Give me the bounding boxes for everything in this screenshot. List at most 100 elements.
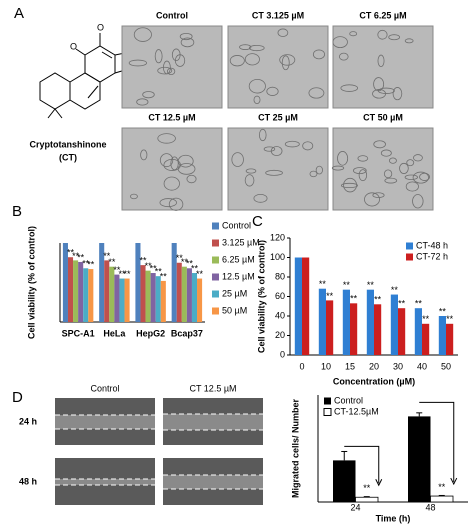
bar <box>186 268 192 322</box>
arrow <box>344 445 380 484</box>
arrow-head <box>375 479 383 487</box>
x-tick-label: 30 <box>393 361 403 371</box>
bar <box>150 273 156 322</box>
significance: ** <box>118 269 126 279</box>
legend-label: Control <box>334 395 363 405</box>
significance: ** <box>103 251 111 261</box>
bar <box>422 323 430 355</box>
cell <box>163 158 181 171</box>
cell <box>244 174 255 187</box>
bar <box>145 270 151 322</box>
legend-label: 6.25 µM <box>222 254 255 264</box>
y-axis-label: Cell viability (% of control) <box>256 240 266 353</box>
cell <box>248 78 266 94</box>
x-tick-label: 24 <box>350 502 360 512</box>
x-tick-label: 50 <box>441 361 451 371</box>
significance: ** <box>72 251 80 261</box>
bar <box>326 300 334 355</box>
bar <box>171 243 177 322</box>
scratch-gap <box>55 479 155 485</box>
cell <box>231 152 244 167</box>
cell <box>404 38 414 44</box>
significance: ** <box>186 259 194 269</box>
bar <box>99 243 105 322</box>
cell <box>383 169 393 179</box>
panel-label: C <box>252 213 263 230</box>
cell <box>279 54 296 66</box>
x-tick-label: 20 <box>369 361 379 371</box>
significance: ** <box>438 482 446 492</box>
panel-label: D <box>12 389 23 406</box>
cell <box>130 193 138 200</box>
cell <box>157 133 176 144</box>
cell <box>388 157 397 164</box>
cell <box>244 53 260 66</box>
cell <box>265 169 283 176</box>
cell <box>384 177 398 184</box>
bar <box>135 243 141 322</box>
bar <box>160 280 166 322</box>
x-tick-label: 48 <box>425 502 435 512</box>
x-tick-label: HepG2 <box>136 328 165 338</box>
arrow-head <box>450 477 458 486</box>
cell <box>253 193 268 203</box>
cell <box>312 49 325 60</box>
micrograph <box>121 127 223 211</box>
legend-swatch <box>406 242 413 250</box>
bar <box>181 266 187 322</box>
significance: ** <box>446 314 454 324</box>
cell <box>340 84 359 92</box>
cell <box>331 165 345 171</box>
significance: ** <box>422 314 430 324</box>
bar <box>176 262 182 322</box>
legend-label: CT-72 h <box>416 251 448 261</box>
cell <box>377 54 385 68</box>
cell <box>186 174 197 184</box>
cell <box>133 27 152 42</box>
cell <box>380 149 392 157</box>
cell <box>377 29 388 40</box>
cell <box>413 154 423 162</box>
x-tick-label: HeLa <box>103 328 126 338</box>
cell <box>412 171 429 184</box>
legend-label: 25 µM <box>222 288 247 298</box>
cell <box>154 49 163 64</box>
cell <box>168 197 184 211</box>
row-label: 24 h <box>19 416 37 426</box>
cell <box>229 55 245 67</box>
cell <box>388 34 400 41</box>
x-tick-label: 40 <box>417 361 427 371</box>
bar <box>78 261 84 322</box>
image-label: CT 25 µM <box>258 112 298 122</box>
column-label: Control <box>90 383 119 393</box>
legend-swatch <box>406 253 413 261</box>
significance: ** <box>367 280 375 290</box>
micrograph <box>227 25 329 109</box>
significance: ** <box>150 263 158 273</box>
cell <box>136 98 149 106</box>
legend-swatch <box>212 273 219 281</box>
bar <box>438 316 446 355</box>
legend-swatch <box>212 222 219 230</box>
cell <box>258 128 267 142</box>
cell <box>281 55 290 71</box>
micrograph <box>332 25 434 109</box>
legend-label: 3.125 µM <box>222 237 260 247</box>
cell <box>353 167 367 175</box>
cell <box>399 162 409 174</box>
cell <box>179 32 193 41</box>
bar <box>73 260 79 322</box>
significance: ** <box>374 295 382 305</box>
y-tick-label: 80 <box>275 271 285 281</box>
legend-swatch <box>324 397 331 405</box>
significance: ** <box>140 255 148 265</box>
significance: ** <box>398 299 406 309</box>
bar <box>414 308 422 355</box>
x-tick-label: SPC-A1 <box>62 328 95 338</box>
cell <box>266 86 279 96</box>
significance: ** <box>82 259 90 269</box>
scratch-gap <box>163 475 263 489</box>
legend-label: CT-12.5µM <box>334 406 379 416</box>
cell <box>373 77 385 92</box>
micrograph <box>121 25 223 109</box>
